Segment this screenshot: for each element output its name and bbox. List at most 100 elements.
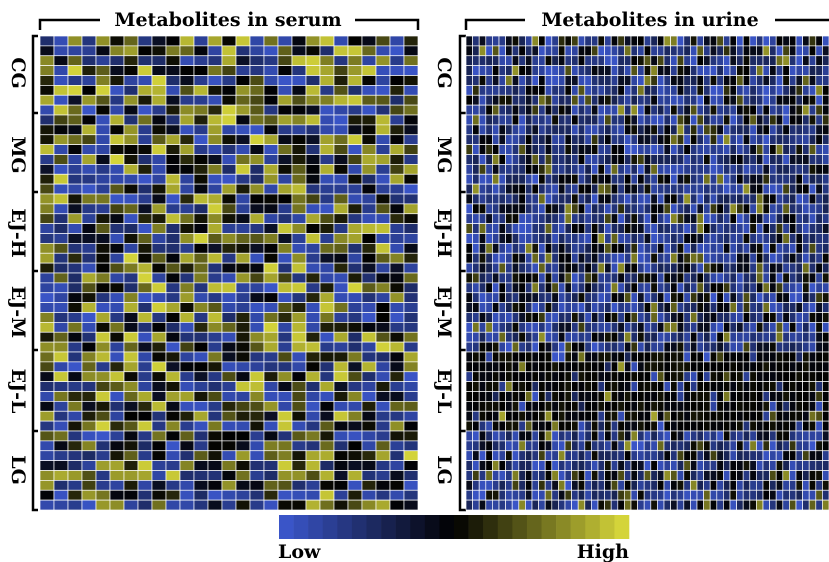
heatmap-cell (137, 252, 153, 264)
heatmap-cell (53, 193, 69, 205)
heatmap-cell (775, 55, 784, 66)
heatmap-cell (505, 381, 513, 392)
heatmap-cell (802, 144, 810, 155)
heatmap-cell (564, 45, 572, 57)
heatmap-cell (584, 75, 592, 86)
heatmap-cell (795, 65, 803, 76)
heatmap-cell (95, 252, 111, 264)
heatmap-cell (822, 173, 829, 185)
heatmap-cell (531, 371, 539, 382)
serum-row-labels: CG MG EJ-H EJ-M EJ-L LG (7, 34, 38, 512)
heatmap-cell (109, 154, 125, 165)
heatmap-cell (403, 223, 419, 234)
heatmap-cell (207, 480, 223, 491)
heatmap-cell (643, 243, 652, 254)
heatmap-cell (472, 272, 480, 284)
heatmap-cell (511, 420, 520, 432)
heatmap-cell (465, 480, 473, 491)
heatmap-cell (815, 331, 823, 343)
heatmap-cell (624, 114, 632, 126)
heatmap-cell (756, 272, 764, 284)
heatmap-cell (193, 94, 209, 106)
heatmap-cell (749, 164, 757, 175)
heatmap-cell (123, 410, 139, 422)
heatmap-cell (789, 272, 797, 284)
heatmap-cell (485, 164, 493, 175)
heatmap-cell (39, 164, 55, 175)
heatmap-cell (742, 193, 751, 205)
heatmap-cell (597, 193, 605, 205)
heatmap-cell (584, 45, 592, 57)
heatmap-cell (492, 55, 500, 66)
heatmap-cell (789, 173, 797, 185)
heatmap-cell (604, 223, 612, 234)
heatmap-cell (703, 203, 711, 215)
heatmap-cell (67, 124, 83, 136)
heatmap-cell (624, 351, 632, 363)
heatmap-cell (249, 499, 265, 511)
heatmap-cell (375, 233, 391, 244)
heatmap-cell (663, 154, 671, 165)
heatmap-cell (584, 213, 592, 224)
heatmap-cell (505, 371, 513, 382)
heatmap-cell (723, 85, 731, 96)
heatmap-cell (795, 470, 803, 481)
heatmap-cell (617, 381, 625, 392)
heatmap-cell (756, 322, 764, 333)
urine-group-label-ej-l: EJ-L (433, 369, 455, 414)
heatmap-cell (95, 183, 111, 195)
heatmap-cell (525, 144, 533, 155)
heatmap-cell (263, 183, 279, 195)
heatmap-cell (505, 460, 513, 471)
heatmap-cell (630, 262, 638, 274)
heatmap-cell (815, 144, 823, 155)
heatmap-cell (657, 203, 665, 215)
heatmap-cell (822, 124, 829, 136)
heatmap-cell (403, 420, 419, 432)
heatmap-cell (729, 144, 737, 155)
heatmap-cell (610, 430, 619, 442)
heatmap-cell (165, 243, 181, 254)
heatmap-cell (95, 144, 111, 155)
heatmap-cell (67, 440, 83, 452)
heatmap-cell (53, 252, 69, 264)
heatmap-cell (291, 134, 307, 145)
heatmap-cell (749, 104, 757, 116)
heatmap-cell (597, 351, 605, 363)
heatmap-cell (544, 75, 553, 86)
heatmap-cell (723, 173, 731, 185)
heatmap-cell (263, 262, 279, 274)
heatmap-cell (551, 203, 559, 215)
heatmap-cell (597, 371, 605, 382)
heatmap-cell (703, 480, 711, 491)
heatmap-cell (221, 480, 237, 491)
heatmap-cell (53, 233, 69, 244)
heatmap-cell (696, 134, 704, 145)
heatmap-cell (544, 351, 553, 363)
heatmap-cell (657, 391, 665, 402)
heatmap-cell (802, 272, 810, 284)
heatmap-cell (729, 124, 737, 136)
heatmap-cell (472, 85, 480, 96)
heatmap-cell (782, 243, 790, 254)
heatmap-cell (690, 381, 698, 392)
heatmap-cell (822, 45, 829, 57)
heatmap-cell (525, 203, 533, 215)
heatmap-cell (643, 233, 652, 244)
heatmap-cell (478, 381, 487, 392)
heatmap-cell (347, 430, 363, 442)
heatmap-cell (802, 193, 810, 205)
heatmap-cell (207, 144, 223, 155)
heatmap-cell (361, 183, 377, 195)
heatmap-cell (361, 75, 377, 86)
heatmap-cell (670, 173, 678, 185)
heatmap-cell (193, 272, 209, 284)
heatmap-cell (478, 55, 487, 66)
heatmap-cell (795, 331, 803, 343)
heatmap-cell (591, 371, 599, 382)
heatmap-cell (179, 499, 195, 511)
heatmap-cell (109, 124, 125, 136)
heatmap-cell (584, 331, 592, 343)
heatmap-cell (736, 499, 744, 511)
heatmap-cell (696, 243, 704, 254)
